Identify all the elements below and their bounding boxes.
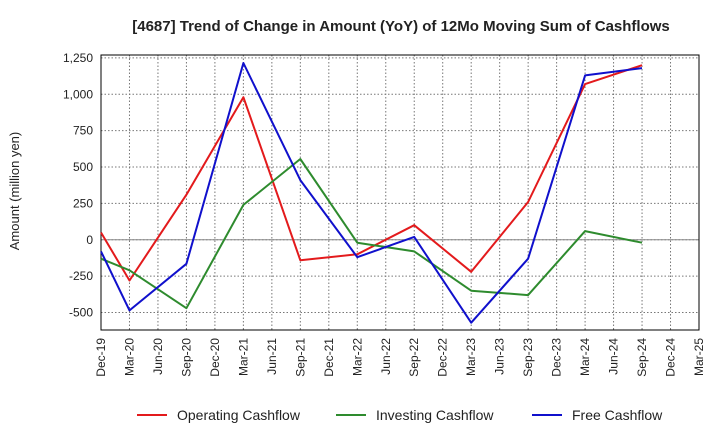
gridlines bbox=[100, 55, 700, 330]
legend-label: Investing Cashflow bbox=[376, 407, 494, 423]
series-line-2 bbox=[100, 158, 643, 310]
x-tick-label: Dec-21 bbox=[322, 338, 336, 377]
y-tick-label: 500 bbox=[73, 160, 93, 174]
x-tick-label: Jun-21 bbox=[265, 338, 279, 375]
x-tick-label: Dec-22 bbox=[436, 338, 450, 377]
x-tick-label: Mar-22 bbox=[350, 338, 364, 376]
x-tick-label: Dec-19 bbox=[94, 338, 108, 377]
x-tick-label: Mar-24 bbox=[578, 338, 592, 376]
x-tick-label: Sep-21 bbox=[293, 338, 307, 377]
x-tick-label: Dec-23 bbox=[550, 338, 564, 377]
y-tick-label: 1,250 bbox=[63, 51, 93, 65]
legend-label: Operating Cashflow bbox=[177, 407, 301, 423]
legend-item-2: Investing Cashflow bbox=[336, 407, 494, 423]
y-tick-label: 250 bbox=[73, 196, 93, 210]
series-lines bbox=[100, 62, 643, 324]
y-axis-label: Amount (million yen) bbox=[7, 132, 22, 251]
x-tick-label: Dec-24 bbox=[664, 338, 678, 377]
x-tick-label: Sep-24 bbox=[635, 338, 649, 377]
y-axis-ticks: -500 -250 0 250 500 750 1,000 1,250 bbox=[63, 51, 93, 320]
legend-label: Free Cashflow bbox=[572, 407, 663, 423]
x-tick-label: Jun-23 bbox=[493, 338, 507, 375]
x-tick-label: Dec-20 bbox=[208, 338, 222, 377]
x-tick-label: Mar-23 bbox=[464, 338, 478, 376]
x-tick-label: Jun-20 bbox=[151, 338, 165, 375]
plot-area bbox=[100, 54, 700, 331]
legend-item-1: Operating Cashflow bbox=[137, 407, 301, 423]
x-tick-label: Sep-20 bbox=[179, 338, 193, 377]
x-tick-label: Mar-20 bbox=[122, 338, 136, 376]
y-tick-label: 0 bbox=[86, 233, 93, 247]
legend-item-3: Free Cashflow bbox=[532, 407, 663, 423]
x-tick-label: Jun-24 bbox=[607, 338, 621, 375]
x-tick-label: Sep-22 bbox=[407, 338, 421, 377]
y-tick-label: 1,000 bbox=[63, 87, 93, 101]
y-tick-label: -250 bbox=[69, 269, 93, 283]
x-tick-label: Mar-21 bbox=[236, 338, 250, 376]
chart-title: [4687] Trend of Change in Amount (YoY) o… bbox=[132, 18, 670, 35]
x-tick-label: Sep-23 bbox=[521, 338, 535, 377]
y-tick-label: -500 bbox=[69, 306, 93, 320]
x-axis-ticks: Dec-19 Mar-20 Jun-20 Sep-20 Dec-20 Mar-21 Jun-… bbox=[94, 338, 706, 377]
series-line-3 bbox=[100, 62, 643, 324]
y-tick-label: 750 bbox=[73, 124, 93, 138]
x-tick-label: Mar-25 bbox=[692, 338, 706, 376]
legend: Operating Cashflow Investing Cashflow Free… bbox=[137, 407, 663, 423]
x-tick-label: Jun-22 bbox=[379, 338, 393, 375]
series-line-1 bbox=[100, 64, 643, 282]
